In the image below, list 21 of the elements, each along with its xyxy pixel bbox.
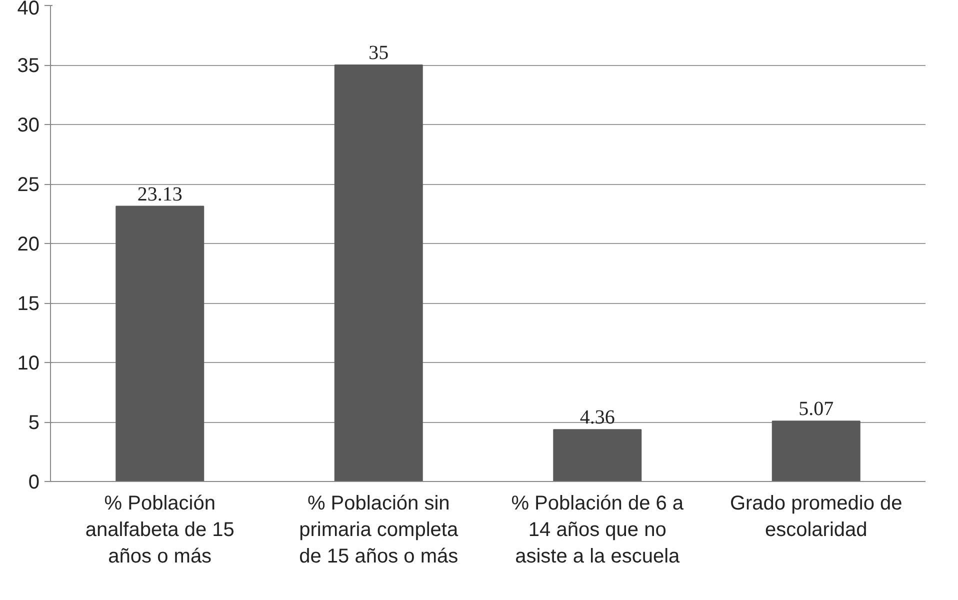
x-tick-label: % Población analfabeta de 15 años o más (85, 492, 234, 568)
y-tick-label: 30 (17, 114, 40, 136)
x-tick-label: % Población de 6 a 14 años que no asiste a la escuela (511, 492, 684, 568)
bar (553, 429, 642, 482)
x-tick-label: % Población sin primaria completa de 15 años o más (299, 492, 459, 568)
y-tick-label: 10 (17, 352, 40, 374)
y-tick-label: 15 (17, 293, 40, 315)
y-tick-label: 20 (17, 234, 40, 256)
data-label: 5.07 (798, 398, 834, 420)
data-label: 23.13 (137, 183, 182, 206)
bar (116, 206, 204, 482)
y-tick-label: 40 (17, 0, 40, 20)
y-tick-label: 0 (28, 472, 40, 494)
bar (772, 420, 860, 482)
bar (334, 64, 423, 482)
x-tick-label: Grado promedio de escolaridad (730, 492, 902, 541)
y-tick-label: 35 (17, 55, 40, 77)
data-label: 35 (368, 42, 389, 64)
y-tick-label: 5 (28, 412, 40, 434)
y-tick-label: 25 (17, 174, 40, 196)
data-label: 4.36 (580, 406, 615, 429)
